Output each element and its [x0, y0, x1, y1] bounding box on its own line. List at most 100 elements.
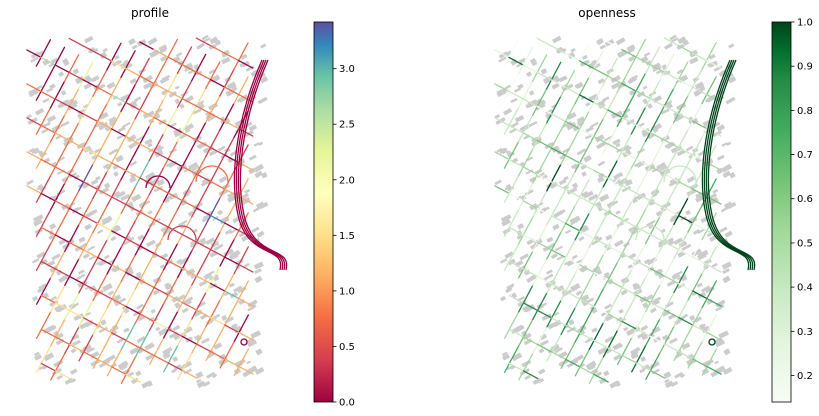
street-segment — [621, 354, 638, 364]
colorbar-tick-label: 0.0 — [339, 398, 355, 409]
building — [531, 137, 538, 143]
street-segment — [106, 246, 122, 275]
street-segment — [163, 344, 179, 373]
street-segment — [588, 50, 604, 78]
street-network — [494, 37, 756, 384]
building — [583, 154, 592, 163]
street-segment — [701, 42, 717, 71]
street-segment — [54, 64, 70, 74]
street-segment — [532, 190, 548, 218]
street-segment — [532, 326, 548, 354]
street-segment — [673, 129, 689, 158]
street-segment — [564, 52, 581, 62]
street-segment — [517, 148, 534, 177]
street-segment — [205, 299, 221, 328]
building — [545, 269, 553, 275]
building — [254, 367, 265, 375]
building — [159, 48, 167, 54]
building — [164, 283, 173, 291]
street-segment — [68, 173, 85, 183]
building — [517, 223, 525, 230]
street-segment — [536, 105, 553, 115]
building — [656, 162, 667, 171]
street-segment — [223, 52, 240, 62]
street-segment — [96, 86, 113, 96]
building — [95, 83, 106, 91]
building — [673, 237, 684, 245]
street-segment — [190, 87, 207, 116]
street-segment — [607, 143, 623, 153]
building — [123, 327, 130, 333]
building — [114, 54, 120, 60]
building — [202, 214, 211, 220]
street-segment — [54, 268, 71, 278]
building — [124, 309, 130, 314]
building — [613, 353, 622, 361]
building — [722, 275, 731, 284]
building — [679, 373, 686, 379]
street-segment — [96, 188, 113, 198]
building — [261, 172, 268, 179]
building — [541, 174, 548, 180]
street-segment — [181, 165, 198, 175]
building — [72, 68, 80, 75]
building — [248, 154, 257, 161]
building — [626, 44, 636, 53]
building — [181, 307, 189, 314]
building — [566, 260, 574, 267]
street-segment — [106, 76, 122, 105]
street-segment — [607, 75, 623, 85]
building — [229, 228, 237, 234]
building — [147, 37, 158, 46]
building — [575, 290, 583, 296]
street-segment — [659, 291, 675, 320]
building — [156, 179, 165, 187]
street-segment — [593, 101, 609, 111]
building — [518, 57, 527, 64]
building — [84, 35, 94, 44]
street-segment — [663, 275, 680, 285]
street-segment — [579, 196, 595, 206]
building — [135, 370, 142, 377]
street-segment — [35, 141, 52, 169]
building — [247, 299, 258, 308]
street-segment — [153, 252, 169, 262]
street-segment — [181, 97, 197, 107]
building — [120, 193, 131, 202]
street-segment — [645, 352, 661, 381]
building — [71, 339, 81, 347]
street-segment — [233, 246, 249, 275]
building — [576, 258, 584, 264]
highway-line — [237, 59, 286, 271]
street-segment — [148, 133, 165, 161]
building — [173, 130, 183, 138]
building — [246, 337, 256, 345]
loop-road — [663, 165, 697, 183]
street-segment — [97, 222, 113, 232]
building — [61, 176, 69, 183]
street-segment — [68, 139, 85, 149]
street-segment — [508, 294, 525, 304]
street-segment — [687, 136, 703, 165]
building — [582, 54, 588, 60]
street-segment — [649, 131, 666, 141]
street-segment — [82, 79, 99, 89]
building — [108, 120, 116, 127]
building — [86, 347, 95, 354]
building — [94, 121, 105, 128]
building — [715, 299, 726, 308]
building — [669, 177, 679, 186]
building — [599, 193, 610, 202]
building — [630, 346, 641, 355]
street-segment — [134, 125, 150, 154]
street-segment — [92, 307, 108, 335]
street-segment — [692, 324, 708, 334]
street-segment — [111, 366, 127, 376]
street-segment — [134, 295, 151, 324]
street-segment — [120, 50, 136, 78]
street-segment — [564, 154, 581, 164]
street-segment — [518, 318, 534, 347]
building — [537, 378, 545, 384]
building — [95, 176, 101, 181]
street-segment — [602, 329, 619, 358]
